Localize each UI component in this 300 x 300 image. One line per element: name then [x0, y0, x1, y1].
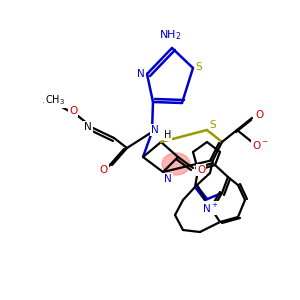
Text: S: S: [196, 62, 202, 72]
Text: NH$_2$: NH$_2$: [159, 28, 181, 42]
Text: methoxy: methoxy: [43, 101, 49, 103]
Text: O$^-$: O$^-$: [251, 139, 268, 151]
Text: N: N: [137, 69, 145, 79]
Text: N: N: [84, 122, 92, 132]
Text: N$^+$: N$^+$: [202, 202, 218, 214]
Text: N: N: [164, 174, 172, 184]
Text: O: O: [255, 110, 263, 120]
Text: O: O: [197, 165, 205, 175]
Text: CH$_3$: CH$_3$: [45, 93, 65, 107]
Text: N: N: [151, 125, 159, 135]
Text: O: O: [100, 165, 108, 175]
Text: O: O: [69, 106, 77, 116]
Ellipse shape: [162, 153, 190, 175]
Text: H: H: [164, 130, 172, 140]
Text: S: S: [210, 120, 216, 130]
